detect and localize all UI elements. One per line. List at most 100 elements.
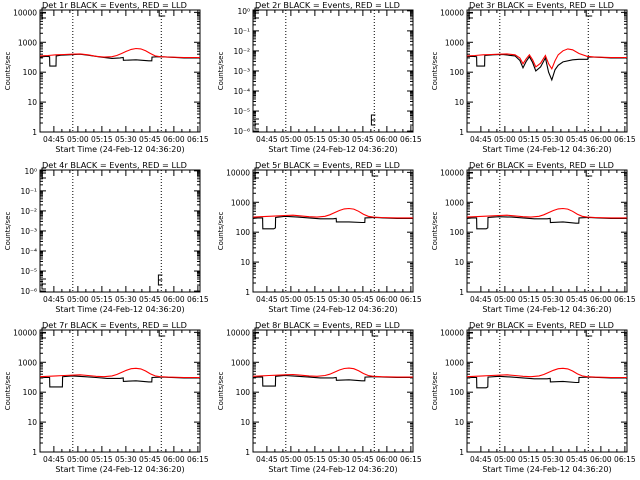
x-tick-label: 06:15 bbox=[187, 455, 209, 464]
x-tick-label: 06:15 bbox=[614, 455, 636, 464]
series-events-line bbox=[466, 216, 627, 230]
series-lld-line bbox=[39, 367, 200, 379]
x-tick-label: 05:00 bbox=[280, 135, 302, 144]
series-lld-line bbox=[39, 47, 200, 59]
y-tick-label: 100 bbox=[236, 388, 251, 397]
x-tick-label: 05:30 bbox=[542, 295, 564, 304]
panel-title: Det 2r BLACK = Events, RED = LLD bbox=[255, 0, 400, 10]
y-tick-label: 10⁻¹ bbox=[20, 187, 37, 196]
range-bracket-marker bbox=[585, 170, 593, 177]
panel-title: Det 9r BLACK = Events, RED = LLD bbox=[469, 320, 614, 330]
x-tick-label: 05:30 bbox=[115, 295, 137, 304]
panel-det-4: Det 4r BLACK = Events, RED = LLD 10⁻⁶ 10⁻⁵… bbox=[4, 160, 209, 314]
y-tick-label: 10⁻³ bbox=[233, 67, 250, 76]
x-axis-label: Start Time (24-Feb-12 04:36:20) bbox=[482, 145, 611, 154]
x-axis-label: Start Time (24-Feb-12 04:36:20) bbox=[55, 305, 184, 314]
series-lld-line bbox=[252, 367, 413, 378]
y-tick-label: 10⁻⁴ bbox=[233, 87, 250, 96]
y-tick-label: 10⁻⁶ bbox=[20, 287, 37, 296]
y-tick-label: 100 bbox=[450, 68, 465, 77]
y-axis-label: Counts/sec bbox=[431, 372, 439, 411]
y-tick-label: 10 bbox=[454, 418, 464, 427]
x-tick-label: 05:45 bbox=[139, 455, 161, 464]
y-tick-label: 10000 bbox=[226, 328, 250, 337]
range-bracket-marker bbox=[585, 330, 593, 337]
series-lld-line bbox=[252, 207, 413, 219]
y-tick-label: 10⁰ bbox=[24, 167, 37, 176]
x-tick-label: 05:30 bbox=[542, 135, 564, 144]
x-tick-label: 04:45 bbox=[43, 295, 65, 304]
x-axis-label: Start Time (24-Feb-12 04:36:20) bbox=[268, 305, 397, 314]
x-tick-label: 06:15 bbox=[614, 295, 636, 304]
y-tick-label: 1 bbox=[245, 448, 250, 457]
x-tick-label: 05:15 bbox=[518, 295, 540, 304]
y-axis-label: Counts/sec bbox=[217, 212, 225, 251]
y-axis-label: Counts/sec bbox=[217, 52, 225, 91]
x-tick-label: 05:15 bbox=[518, 135, 540, 144]
y-tick-label: 1 bbox=[459, 128, 464, 137]
y-tick-label: 1 bbox=[32, 448, 37, 457]
series-lld-line bbox=[466, 367, 627, 379]
plot-frame bbox=[39, 329, 201, 453]
y-tick-label: 10 bbox=[27, 418, 37, 427]
y-tick-label: 10⁻¹ bbox=[233, 27, 250, 36]
x-tick-label: 05:45 bbox=[566, 135, 588, 144]
y-tick-label: 1000 bbox=[445, 358, 464, 367]
x-tick-label: 05:00 bbox=[494, 135, 516, 144]
x-tick-label: 06:00 bbox=[163, 135, 185, 144]
y-tick-label: 100 bbox=[450, 388, 465, 397]
x-tick-label: 04:45 bbox=[43, 455, 65, 464]
x-axis-label: Start Time (24-Feb-12 04:36:20) bbox=[482, 465, 611, 474]
plot-frame bbox=[39, 169, 201, 293]
y-tick-label: 10 bbox=[454, 258, 464, 267]
y-tick-label: 10⁻³ bbox=[20, 227, 37, 236]
x-tick-label: 05:45 bbox=[566, 295, 588, 304]
panel-det-5: Det 5r BLACK = Events, RED = LLD 1 10 100 10… bbox=[217, 160, 422, 314]
y-tick-label: 1000 bbox=[18, 358, 37, 367]
y-tick-label: 100 bbox=[23, 68, 38, 77]
plot-frame bbox=[466, 329, 628, 453]
series-events-line bbox=[39, 53, 200, 67]
x-tick-label: 06:00 bbox=[376, 455, 398, 464]
x-tick-label: 05:30 bbox=[328, 455, 350, 464]
panel-det-6: Det 6r BLACK = Events, RED = LLD 1 10 100 10… bbox=[431, 160, 636, 314]
series-events-line bbox=[39, 375, 200, 388]
x-axis-label: Start Time (24-Feb-12 04:36:20) bbox=[268, 145, 397, 154]
y-axis-label: Counts/sec bbox=[217, 372, 225, 411]
x-tick-label: 05:00 bbox=[67, 135, 89, 144]
panel-det-9: Det 9r BLACK = Events, RED = LLD 1 10 100 10… bbox=[431, 320, 636, 474]
x-axis-label: Start Time (24-Feb-12 04:36:20) bbox=[482, 305, 611, 314]
x-axis-label: Start Time (24-Feb-12 04:36:20) bbox=[268, 465, 397, 474]
y-tick-label: 10000 bbox=[226, 168, 250, 177]
y-axis-label: Counts/sec bbox=[4, 52, 12, 91]
series-lld-line bbox=[466, 48, 627, 70]
y-tick-label: 10⁻² bbox=[233, 47, 250, 56]
x-axis-label: Start Time (24-Feb-12 04:36:20) bbox=[55, 465, 184, 474]
series-events-line bbox=[466, 375, 627, 389]
x-tick-label: 05:30 bbox=[115, 135, 137, 144]
y-tick-label: 10 bbox=[454, 98, 464, 107]
y-tick-label: 10⁻⁵ bbox=[233, 107, 250, 116]
range-bracket-marker bbox=[371, 330, 379, 337]
plot-frame bbox=[252, 169, 414, 293]
x-tick-label: 05:30 bbox=[115, 455, 137, 464]
panel-det-7: Det 7r BLACK = Events, RED = LLD 1 10 100 10… bbox=[4, 320, 209, 474]
panel-det-2: Det 2r BLACK = Events, RED = LLD 10⁻⁶ 10⁻⁵… bbox=[217, 0, 422, 154]
y-tick-label: 1 bbox=[32, 128, 37, 137]
plot-frame bbox=[252, 329, 414, 453]
x-tick-label: 05:00 bbox=[67, 455, 89, 464]
x-tick-label: 05:15 bbox=[304, 455, 326, 464]
x-tick-label: 05:30 bbox=[542, 455, 564, 464]
x-tick-label: 05:45 bbox=[566, 455, 588, 464]
y-tick-label: 10⁻⁵ bbox=[20, 267, 37, 276]
x-tick-label: 05:15 bbox=[518, 455, 540, 464]
x-tick-label: 05:30 bbox=[328, 135, 350, 144]
series-events-line bbox=[252, 215, 413, 230]
x-tick-label: 05:00 bbox=[494, 455, 516, 464]
y-tick-label: 10000 bbox=[440, 8, 464, 17]
y-tick-label: 1 bbox=[459, 448, 464, 457]
panel-title: Det 6r BLACK = Events, RED = LLD bbox=[469, 160, 614, 170]
range-bracket-marker bbox=[585, 10, 593, 17]
y-tick-label: 10 bbox=[240, 258, 250, 267]
x-tick-label: 06:00 bbox=[376, 135, 398, 144]
